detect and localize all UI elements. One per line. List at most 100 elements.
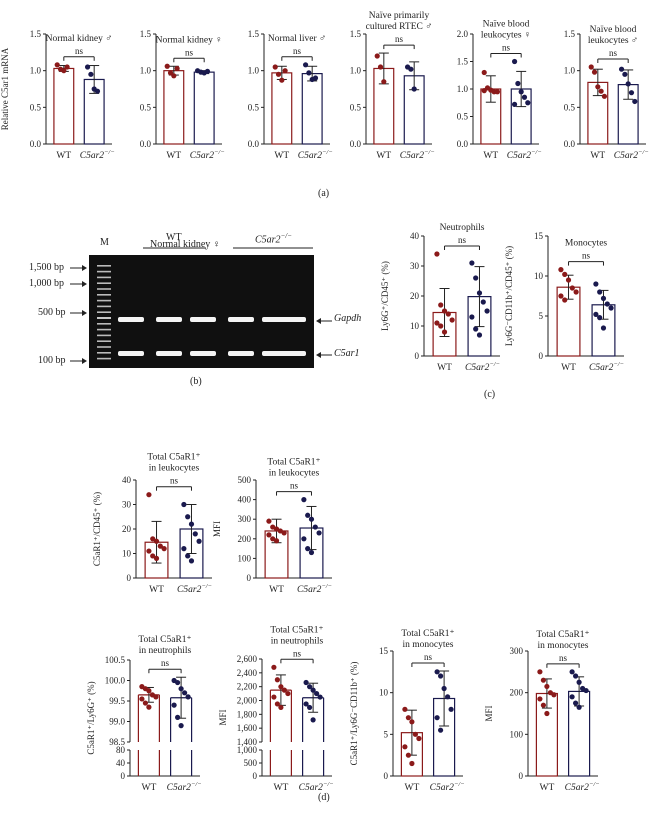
data-point (84, 64, 91, 70)
data-point (301, 497, 307, 503)
data-point (196, 538, 202, 544)
data-point (573, 673, 579, 679)
data-point (583, 687, 589, 694)
ladder-band (97, 294, 111, 296)
data-point (281, 530, 287, 536)
x-label-wt: WT (376, 151, 391, 161)
data-point (310, 717, 316, 723)
sig-label: ns (185, 47, 194, 57)
data-point (537, 669, 543, 675)
y-tick-label: 300 (238, 514, 252, 524)
y-tick-label: 1.5 (457, 57, 469, 67)
x-label-ko: C5ar2−/− (190, 149, 225, 161)
data-point (494, 89, 501, 95)
band-gapdh (118, 317, 144, 322)
chart-a6: 0.0 0.5 1.0 1.5 WT C5ar2−/− ns Naïve bloodleuko… (564, 25, 649, 161)
ladder-band (97, 340, 111, 342)
y-axis-label: Ly6G⁻CD11b⁺/CD45⁺ (%) (504, 246, 514, 346)
y-tick-label: 2,600 (237, 654, 258, 664)
data-point (618, 66, 625, 72)
data-point (597, 315, 603, 321)
chart-title: Neutrophils (440, 223, 485, 233)
data-point (54, 62, 60, 68)
chart-d3: 98.5 99.0 99.5 100.0 100.5 0 40 80 WT C5ar2−/− ns T… (86, 635, 202, 793)
data-point (562, 297, 568, 303)
data-point (484, 308, 490, 314)
chart-d6: 0 100 200 300 WT C5ar2−/− ns Total C5aR1⁺in mon… (484, 630, 600, 793)
y-tick-label: 100.5 (105, 655, 126, 665)
data-point (476, 290, 483, 296)
x-label-ko: C5ar2−/− (565, 781, 600, 793)
data-point (308, 549, 315, 556)
gel-title: Normal kidney ♀ (150, 239, 221, 250)
y-tick-label: 5 (384, 729, 389, 739)
y-tick-label: 30 (122, 500, 132, 510)
y-tick-label-lower: 40 (116, 758, 126, 768)
data-point (402, 744, 408, 750)
data-point (273, 538, 280, 544)
data-point (181, 501, 187, 508)
data-point (515, 80, 521, 87)
data-point (573, 700, 579, 706)
band-gapdh (190, 317, 216, 322)
gel-group-ko: C5ar2−/− (255, 232, 292, 246)
chart-title: in monocytes (538, 641, 589, 651)
data-point (274, 701, 280, 707)
data-point (449, 317, 455, 323)
chart-title: Monocytes (565, 239, 608, 249)
chart-title: Total C5aR1⁺ (270, 625, 323, 635)
y-axis-label: C5aR1⁺/Ly6G⁻CD11b⁺ (%) (349, 662, 359, 766)
sig-label: ns (290, 481, 299, 491)
chart-title: in monocytes (403, 640, 454, 650)
data-point (438, 673, 444, 679)
data-point (146, 704, 152, 710)
band-c5ar1 (190, 351, 216, 356)
chart-title: in leukocytes (149, 464, 200, 474)
x-label-ko: C5ar2−/− (299, 781, 334, 793)
y-tick-label: 1.0 (350, 66, 362, 76)
data-point (445, 311, 451, 317)
data-point (146, 548, 152, 554)
ladder-band (97, 328, 111, 331)
chart-a5: 0.0 0.5 1.0 1.5 2.0 WT C5ar2−/− ns Naïve bloodle… (457, 20, 542, 162)
chart-c1: 0 10 20 30 40 WT C5ar2−/− ns Neutrophils Ly6G⁺/CD… (380, 223, 500, 373)
y-tick-label: 100 (238, 553, 252, 563)
y-tick-label: 10 (534, 271, 544, 281)
x-label-ko: C5ar2−/− (589, 361, 624, 373)
sig-label: ns (559, 653, 568, 663)
data-point (434, 251, 440, 257)
chart-title: in neutrophils (271, 636, 324, 646)
chart-title: Total C5aR1⁺ (401, 629, 454, 639)
data-point (317, 694, 323, 700)
data-point (598, 88, 604, 94)
data-point (544, 710, 550, 717)
data-point (551, 692, 557, 698)
y-tick-label: 0.5 (564, 102, 576, 112)
ladder-band (97, 270, 111, 273)
data-point (562, 271, 568, 277)
x-label-ko: C5ar2−/− (430, 781, 465, 793)
data-point (161, 546, 167, 552)
y-tick-label-lower: 0 (121, 771, 126, 781)
y-axis-label: Relative C5ar1 mRNA (0, 47, 10, 130)
data-point (511, 101, 518, 107)
data-point (600, 295, 607, 301)
y-tick-label: 10 (410, 321, 420, 331)
ladder-band (97, 288, 111, 290)
x-label-ko: C5ar2−/− (400, 149, 435, 161)
y-tick-label: 100.0 (105, 676, 126, 686)
chart-d1: 0 10 20 30 40 WT C5ar2−/− ns Total C5aR1⁺in leuk… (92, 453, 212, 595)
data-point (558, 293, 564, 299)
data-point (569, 285, 575, 291)
panel-label-a: (a) (318, 188, 330, 199)
ladder-band (97, 357, 111, 360)
data-point (576, 704, 582, 710)
data-point (565, 277, 572, 283)
x-label-ko: C5ar2−/− (507, 149, 542, 161)
y-tick-label: 30 (410, 261, 420, 271)
x-label-ko: C5ar2−/− (297, 583, 332, 595)
y-tick-label: 400 (238, 495, 252, 505)
chart-title: Total C5aR1⁺ (267, 458, 320, 468)
data-point (573, 289, 579, 295)
